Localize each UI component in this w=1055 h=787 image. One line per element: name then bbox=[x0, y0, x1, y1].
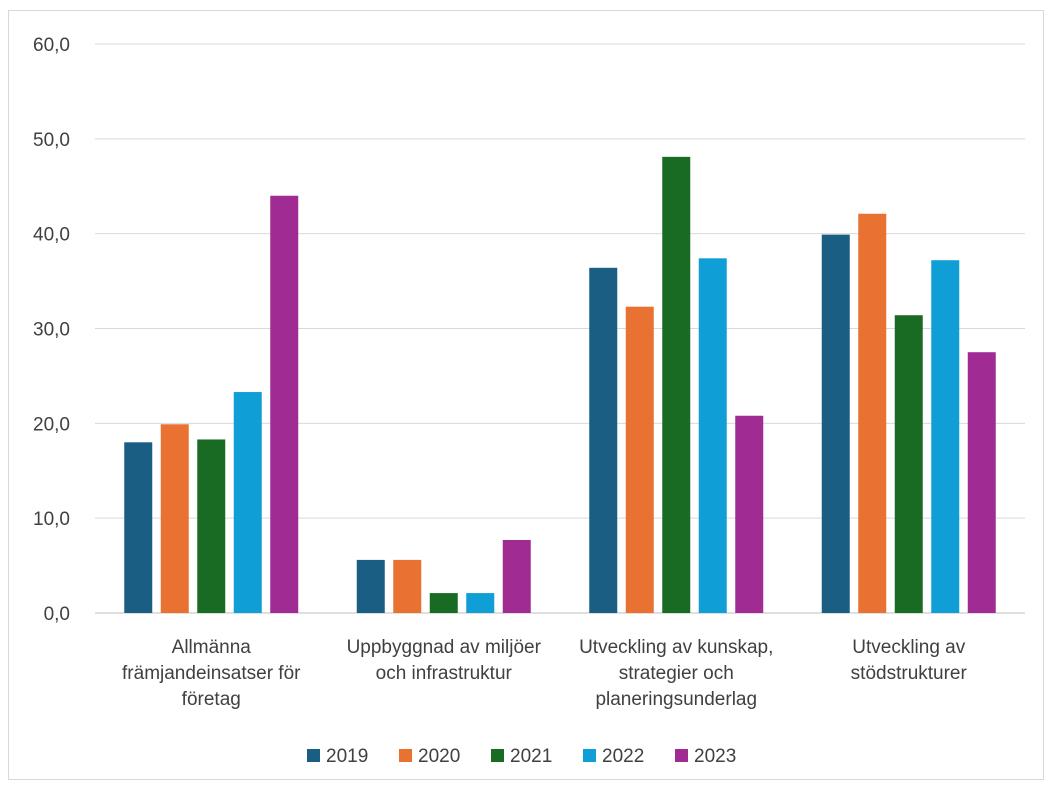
bar-2019-cat3 bbox=[589, 267, 618, 613]
legend-swatch-2022 bbox=[583, 749, 596, 762]
y-tick-label: 50,0 bbox=[33, 130, 70, 151]
x-category-label: Uppbyggnad av miljöer och infrastruktur bbox=[347, 637, 542, 684]
bar-2023-cat3 bbox=[735, 415, 764, 613]
legend-swatch-2020 bbox=[399, 749, 412, 762]
bar-2021-cat1 bbox=[197, 439, 226, 613]
y-tick-label: 30,0 bbox=[33, 320, 70, 341]
bar-2023-cat4 bbox=[967, 352, 996, 613]
bar-2019-cat4 bbox=[821, 234, 850, 614]
bar-2019-cat1 bbox=[124, 442, 153, 613]
x-category-label: Utveckling av stödstrukturer bbox=[851, 637, 968, 684]
legend-label-2020: 2020 bbox=[418, 746, 460, 767]
bars bbox=[124, 156, 996, 614]
bar-2022-cat1 bbox=[233, 392, 262, 613]
legend-label-2019: 2019 bbox=[326, 746, 368, 767]
bar-2023-cat2 bbox=[502, 539, 531, 613]
bar-2020-cat4 bbox=[858, 213, 887, 614]
bar-2022-cat2 bbox=[466, 593, 495, 613]
legend-swatch-2019 bbox=[307, 749, 320, 762]
legend-label-2022: 2022 bbox=[602, 746, 644, 767]
y-tick-label: 60,0 bbox=[33, 35, 70, 56]
x-category-label: Utveckling av kunskap, strategier och plan… bbox=[579, 637, 773, 710]
legend-swatch-2023 bbox=[675, 749, 688, 762]
legend-label-2023: 2023 bbox=[694, 746, 736, 767]
bar-2023-cat1 bbox=[270, 195, 299, 613]
x-axis-category-labels: Allmänna främjandeinsatser för företag Uppb… bbox=[122, 637, 967, 710]
legend-label-2021: 2021 bbox=[510, 746, 552, 767]
legend: 2019 2020 2021 2022 2023 bbox=[307, 746, 736, 767]
bar-2020-cat3 bbox=[625, 306, 654, 613]
y-tick-label: 20,0 bbox=[33, 414, 70, 435]
bar-2021-cat4 bbox=[894, 315, 923, 613]
bar-2022-cat4 bbox=[931, 260, 960, 613]
legend-swatch-2021 bbox=[491, 749, 504, 762]
y-tick-label: 40,0 bbox=[33, 225, 70, 246]
y-tick-label: 10,0 bbox=[33, 509, 70, 530]
bar-2020-cat1 bbox=[160, 424, 189, 613]
bar-2021-cat2 bbox=[429, 593, 458, 613]
y-axis-tick-labels: 0,0 10,0 20,0 30,0 40,0 50,0 60,0 bbox=[33, 35, 70, 625]
x-category-label: Allmänna främjandeinsatser för företag bbox=[122, 637, 301, 710]
bar-2022-cat3 bbox=[698, 258, 727, 613]
bar-2020-cat2 bbox=[393, 559, 422, 613]
bar-2021-cat3 bbox=[662, 156, 691, 613]
bar-2019-cat2 bbox=[356, 559, 385, 613]
y-tick-label: 0,0 bbox=[44, 604, 70, 625]
